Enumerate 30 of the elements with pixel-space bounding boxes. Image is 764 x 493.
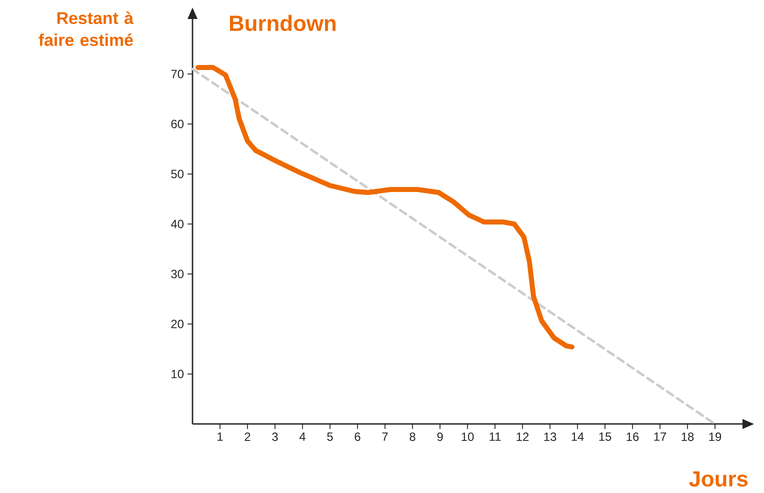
y-tick-label: 30 [171,270,184,278]
x-tick-label: 18 [682,432,694,441]
x-tick-label: 2 [244,432,250,441]
y-tick-label: 20 [171,320,184,328]
x-tick-label: 5 [327,432,333,441]
line-series [196,65,574,350]
y-tick-label: 10 [172,370,184,378]
y-tick-label: 70 [171,70,184,78]
chart-title: Burndown [230,14,336,32]
y-tick-label: 40 [170,220,184,228]
y-tick-label: 50 [171,170,184,178]
x-tick-label: 19 [709,432,722,441]
y-axis-title: Restant à faire estimé [38,12,134,46]
x-tick-label: 12 [516,432,529,441]
x-tick-label: 3 [272,432,278,441]
x-tick-label: 1 [218,432,223,441]
x-tick-label: 8 [410,432,416,441]
x-tick-label: 6 [354,432,360,441]
x-tick-label: 7 [382,432,388,441]
x-tick-label: 14 [572,432,584,441]
y-tick-label: 60 [171,120,184,128]
x-tick-label: 13 [544,432,556,441]
x-tick-label: 11 [490,432,501,441]
x-tick-label: 9 [437,432,443,441]
x-tick-label: 17 [654,432,666,441]
x-tick-label: 4 [299,432,306,441]
x-axis-title: Jours [689,471,748,487]
x-tick-label: 16 [626,432,639,441]
x-tick-label: 10 [462,432,474,441]
x-tick-label: 15 [599,432,612,441]
